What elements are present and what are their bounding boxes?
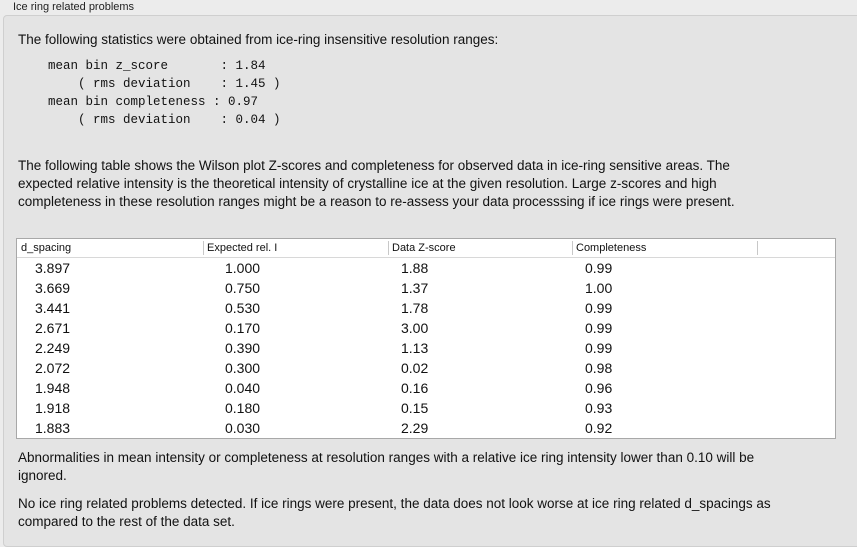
stats-line: mean bin z_score : 1.84 bbox=[48, 59, 266, 73]
cell-expected: 0.390 bbox=[225, 340, 261, 356]
column-header-expected[interactable]: Expected rel. I bbox=[207, 242, 278, 254]
cell-completeness: 0.96 bbox=[585, 380, 613, 396]
table-row[interactable]: 2.671 0.170 3.00 0.99 bbox=[17, 318, 835, 338]
cell-d-spacing: 2.671 bbox=[35, 320, 71, 336]
cell-completeness: 0.99 bbox=[585, 300, 613, 316]
cell-expected: 0.040 bbox=[225, 380, 261, 396]
table-row[interactable]: 2.249 0.390 1.13 0.99 bbox=[17, 338, 835, 358]
wilson-table[interactable]: d_spacing Expected rel. I Data Z-score C… bbox=[16, 238, 836, 439]
stats-line: ( rms deviation : 0.04 ) bbox=[48, 113, 281, 127]
cell-zscore: 2.29 bbox=[401, 420, 429, 436]
cell-d-spacing: 3.669 bbox=[35, 280, 71, 296]
cell-completeness: 1.00 bbox=[585, 280, 613, 296]
column-divider[interactable] bbox=[203, 241, 204, 255]
cell-d-spacing: 1.918 bbox=[35, 400, 71, 416]
stats-line: ( rms deviation : 1.45 ) bbox=[48, 77, 281, 91]
table-row[interactable]: 3.441 0.530 1.78 0.99 bbox=[17, 298, 835, 318]
cell-d-spacing: 3.441 bbox=[35, 300, 71, 316]
table-row[interactable]: 3.897 1.000 1.88 0.99 bbox=[17, 258, 835, 278]
column-header-d-spacing[interactable]: d_spacing bbox=[21, 242, 72, 254]
stats-line: mean bin completeness : 0.97 bbox=[48, 95, 259, 109]
conclusion-text: No ice ring related problems detected. I… bbox=[18, 496, 771, 529]
table-row[interactable]: 1.918 0.180 0.15 0.93 bbox=[17, 398, 835, 418]
cell-expected: 0.030 bbox=[225, 420, 261, 436]
cell-expected: 0.750 bbox=[225, 280, 261, 296]
table-row[interactable]: 2.072 0.300 0.02 0.98 bbox=[17, 358, 835, 378]
cell-zscore: 1.78 bbox=[401, 300, 429, 316]
table-row[interactable]: 1.883 0.030 2.29 0.92 bbox=[17, 418, 835, 438]
column-header-completeness[interactable]: Completeness bbox=[576, 242, 647, 254]
cell-zscore: 0.02 bbox=[401, 360, 429, 376]
cell-completeness: 0.98 bbox=[585, 360, 613, 376]
cell-completeness: 0.92 bbox=[585, 420, 613, 436]
cell-zscore: 1.37 bbox=[401, 280, 429, 296]
cell-d-spacing: 1.948 bbox=[35, 380, 71, 396]
cell-zscore: 0.15 bbox=[401, 400, 429, 416]
cell-zscore: 0.16 bbox=[401, 380, 429, 396]
table-row[interactable]: 1.948 0.040 0.16 0.96 bbox=[17, 378, 835, 398]
column-header-zscore[interactable]: Data Z-score bbox=[392, 242, 456, 254]
table-description: The following table shows the Wilson plo… bbox=[18, 158, 735, 209]
column-divider[interactable] bbox=[388, 241, 389, 255]
group-title: Ice ring related problems bbox=[13, 1, 135, 13]
cell-expected: 0.170 bbox=[225, 320, 261, 336]
cell-completeness: 0.99 bbox=[585, 340, 613, 356]
cell-zscore: 1.88 bbox=[401, 260, 429, 276]
cell-completeness: 0.93 bbox=[585, 400, 613, 416]
intro-text: The following statistics were obtained f… bbox=[18, 32, 499, 47]
cell-expected: 0.300 bbox=[225, 360, 261, 376]
cell-d-spacing: 1.883 bbox=[35, 420, 71, 436]
cell-d-spacing: 2.249 bbox=[35, 340, 71, 356]
cell-zscore: 1.13 bbox=[401, 340, 429, 356]
stats-block: mean bin z_score : 1.84 ( rms deviation … bbox=[48, 57, 281, 129]
table-row[interactable]: 3.669 0.750 1.37 1.00 bbox=[17, 278, 835, 298]
cell-d-spacing: 3.897 bbox=[35, 260, 71, 276]
table-header: d_spacing Expected rel. I Data Z-score C… bbox=[17, 239, 835, 258]
note-text: Abnormalities in mean intensity or compl… bbox=[18, 450, 755, 483]
cell-expected: 0.530 bbox=[225, 300, 261, 316]
cell-expected: 1.000 bbox=[225, 260, 261, 276]
cell-zscore: 3.00 bbox=[401, 320, 429, 336]
cell-d-spacing: 2.072 bbox=[35, 360, 71, 376]
cell-expected: 0.180 bbox=[225, 400, 261, 416]
column-divider[interactable] bbox=[572, 241, 573, 255]
column-divider[interactable] bbox=[757, 241, 758, 255]
cell-completeness: 0.99 bbox=[585, 320, 613, 336]
cell-completeness: 0.99 bbox=[585, 260, 613, 276]
